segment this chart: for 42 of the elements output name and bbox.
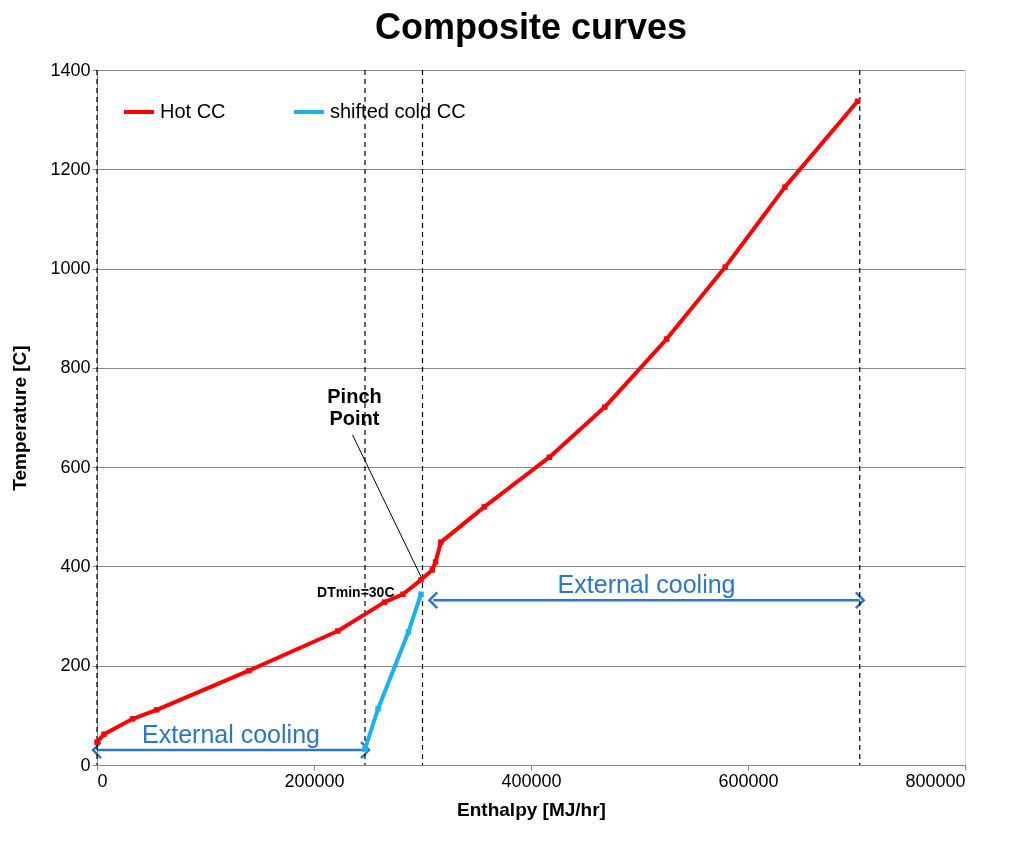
point: [375, 706, 381, 712]
point: [405, 629, 412, 635]
point: [246, 667, 252, 674]
y-tick-label: 0: [80, 754, 91, 775]
point: [782, 184, 788, 190]
point: [546, 454, 553, 460]
y-tick-label: 400: [60, 555, 91, 576]
y-tick-label: 1200: [50, 158, 91, 179]
point: [438, 539, 444, 545]
x-tick-label: 0: [97, 770, 108, 791]
y-tick-label: 1000: [50, 258, 91, 279]
chart-title: Composite curves: [374, 6, 688, 47]
point: [418, 591, 424, 597]
point: [101, 731, 107, 737]
point: [429, 567, 435, 573]
point: [335, 628, 341, 634]
point: [153, 707, 160, 713]
point: [722, 264, 728, 270]
point: [418, 577, 424, 583]
annotation: DTmin=30C: [317, 584, 395, 601]
legend-label: Hot CC: [160, 100, 226, 122]
y-tick-label: 200: [60, 655, 91, 676]
point: [130, 716, 136, 722]
point: [400, 591, 406, 597]
point: [481, 504, 488, 510]
annotation: External cooling: [557, 570, 736, 599]
x-tick-label: 800000: [905, 770, 966, 791]
x-tick-label: 600000: [718, 770, 779, 791]
y-tick-label: 600: [60, 456, 91, 477]
point: [602, 404, 608, 410]
annotation: Pinch Point: [327, 384, 382, 429]
x-axis-title: Enthalpy [MJ/hr]: [457, 798, 606, 820]
y-tick-label: 1400: [50, 59, 91, 80]
x-tick-label: 400000: [501, 770, 562, 791]
legend-label: shifted cold CC: [330, 100, 466, 122]
annotation: External cooling: [142, 720, 320, 749]
x-tick-label: 200000: [284, 770, 345, 791]
point: [381, 599, 388, 605]
point: [663, 336, 670, 342]
y-axis-title: Temperature [C]: [9, 345, 31, 491]
point: [432, 559, 439, 565]
y-tick-label: 800: [60, 357, 91, 378]
